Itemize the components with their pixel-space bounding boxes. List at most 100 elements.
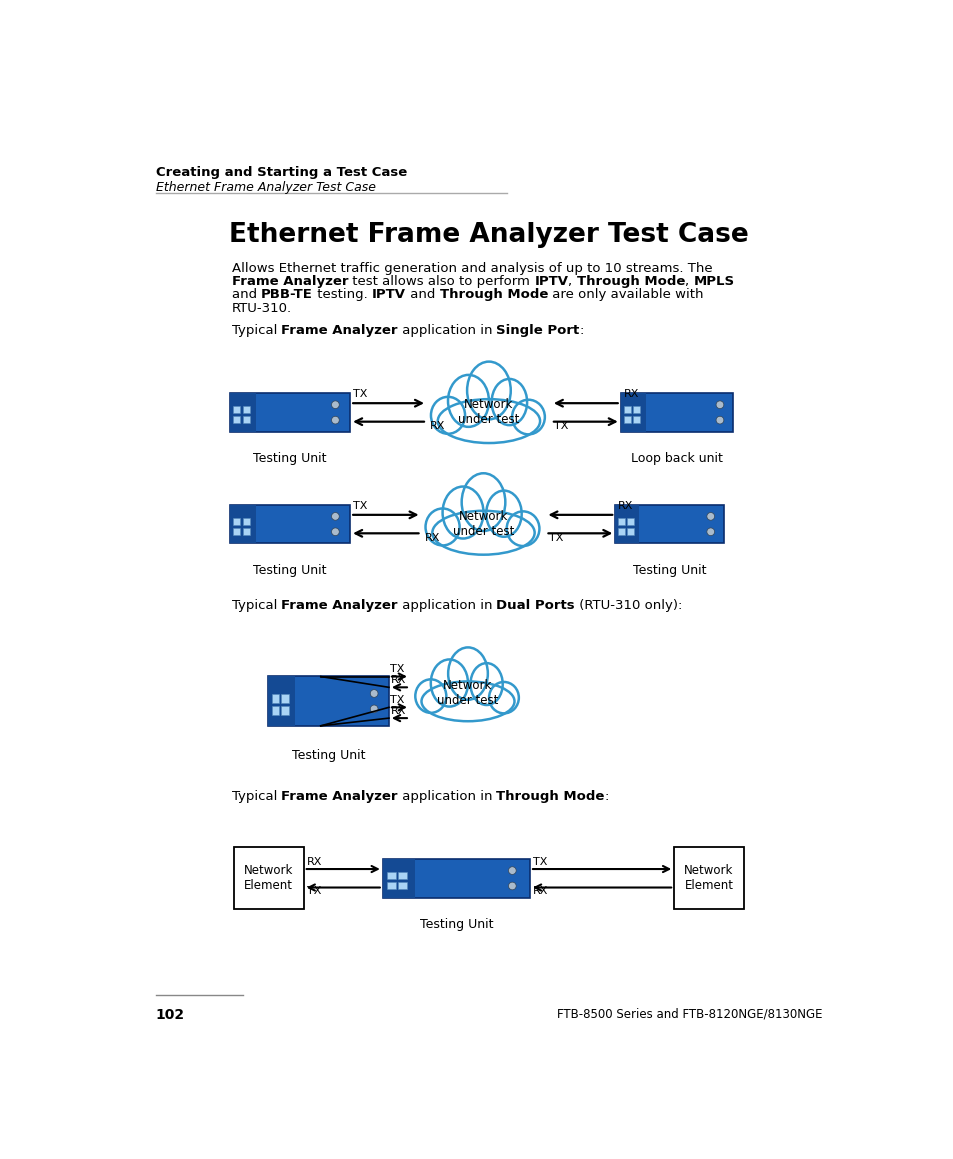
Text: Network
Element: Network Element <box>683 865 733 892</box>
Text: and: and <box>232 289 261 301</box>
Text: (RTU-310 only):: (RTU-310 only): <box>575 599 681 612</box>
Bar <box>242 407 250 414</box>
Text: Network
under test: Network under test <box>457 399 519 427</box>
Text: are only available with: are only available with <box>547 289 702 301</box>
Text: ,: , <box>568 276 576 289</box>
Text: Network
under test: Network under test <box>436 679 498 707</box>
Text: RX: RX <box>424 532 439 542</box>
Bar <box>272 706 278 715</box>
Bar <box>268 676 388 727</box>
Text: :: : <box>579 323 583 337</box>
Text: Testing Unit: Testing Unit <box>292 749 365 761</box>
Text: Network
under test: Network under test <box>453 510 514 538</box>
Bar <box>618 529 624 534</box>
Text: TX: TX <box>390 695 404 705</box>
Text: ,: , <box>684 276 693 289</box>
Bar <box>386 872 395 879</box>
Text: RX: RX <box>390 706 405 716</box>
Bar <box>233 416 240 423</box>
Text: RX: RX <box>623 389 639 400</box>
Text: Loop back unit: Loop back unit <box>631 452 722 466</box>
Bar <box>233 529 240 534</box>
Text: Dual Ports: Dual Ports <box>496 599 575 612</box>
Bar <box>397 882 407 889</box>
Bar <box>382 859 415 897</box>
Text: Through Mode: Through Mode <box>439 289 547 301</box>
Bar <box>626 529 633 534</box>
Circle shape <box>332 529 339 535</box>
Text: TX: TX <box>353 501 367 511</box>
Text: Testing Unit: Testing Unit <box>253 564 326 577</box>
Ellipse shape <box>431 659 468 707</box>
Ellipse shape <box>421 681 514 721</box>
Text: RX: RX <box>390 675 405 685</box>
Circle shape <box>706 529 714 535</box>
Bar <box>397 872 407 879</box>
Bar <box>618 518 624 525</box>
Bar <box>633 407 639 414</box>
Bar <box>242 518 250 525</box>
Ellipse shape <box>486 490 521 537</box>
Bar <box>230 393 350 431</box>
Bar <box>242 416 250 423</box>
Ellipse shape <box>432 511 534 555</box>
Bar <box>230 393 255 431</box>
Bar <box>233 518 240 525</box>
Text: Creating and Starting a Test Case: Creating and Starting a Test Case <box>155 166 407 178</box>
Bar <box>615 505 639 544</box>
Text: Through Mode: Through Mode <box>576 276 684 289</box>
Bar <box>281 706 289 715</box>
Bar <box>272 694 278 704</box>
Bar <box>386 882 395 889</box>
Bar <box>623 407 630 414</box>
Text: Testing Unit: Testing Unit <box>253 452 326 466</box>
Circle shape <box>332 401 339 409</box>
Text: TX: TX <box>307 885 321 896</box>
Text: Frame Analyzer: Frame Analyzer <box>281 599 397 612</box>
Circle shape <box>706 512 714 520</box>
Text: Frame Analyzer: Frame Analyzer <box>232 276 348 289</box>
Ellipse shape <box>448 648 487 700</box>
Bar <box>233 847 303 909</box>
Bar <box>230 505 255 544</box>
Ellipse shape <box>415 679 446 713</box>
Bar <box>230 505 350 544</box>
Bar <box>623 416 630 423</box>
Ellipse shape <box>442 487 483 539</box>
Text: Through Mode: Through Mode <box>496 789 604 803</box>
Ellipse shape <box>431 396 464 433</box>
Text: RX: RX <box>618 501 633 511</box>
Text: Ethernet Frame Analyzer Test Case: Ethernet Frame Analyzer Test Case <box>155 181 375 194</box>
Ellipse shape <box>437 399 539 443</box>
Bar <box>633 416 639 423</box>
Bar <box>268 676 294 727</box>
Text: PBB-TE: PBB-TE <box>261 289 313 301</box>
Text: TX: TX <box>390 664 404 675</box>
Bar <box>626 518 633 525</box>
Text: application in: application in <box>397 599 496 612</box>
Text: TX: TX <box>548 532 562 542</box>
Text: Frame Analyzer: Frame Analyzer <box>281 323 397 337</box>
Text: and: and <box>405 289 439 301</box>
Text: Testing Unit: Testing Unit <box>419 918 493 932</box>
Text: test allows also to perform: test allows also to perform <box>348 276 534 289</box>
Bar <box>615 505 723 544</box>
Circle shape <box>508 882 516 890</box>
Text: Typical: Typical <box>232 323 281 337</box>
Bar <box>233 407 240 414</box>
Bar <box>620 393 733 431</box>
Bar <box>281 694 289 704</box>
Ellipse shape <box>467 362 510 420</box>
Text: Single Port: Single Port <box>496 323 579 337</box>
Text: IPTV: IPTV <box>372 289 405 301</box>
Circle shape <box>332 512 339 520</box>
Text: Typical: Typical <box>232 789 281 803</box>
Ellipse shape <box>489 681 518 714</box>
Circle shape <box>370 690 377 698</box>
Text: RX: RX <box>307 857 322 867</box>
Text: application in: application in <box>397 323 496 337</box>
Text: Network
Element: Network Element <box>244 865 294 892</box>
Bar <box>620 393 645 431</box>
Ellipse shape <box>506 511 538 546</box>
Text: Typical: Typical <box>232 599 281 612</box>
